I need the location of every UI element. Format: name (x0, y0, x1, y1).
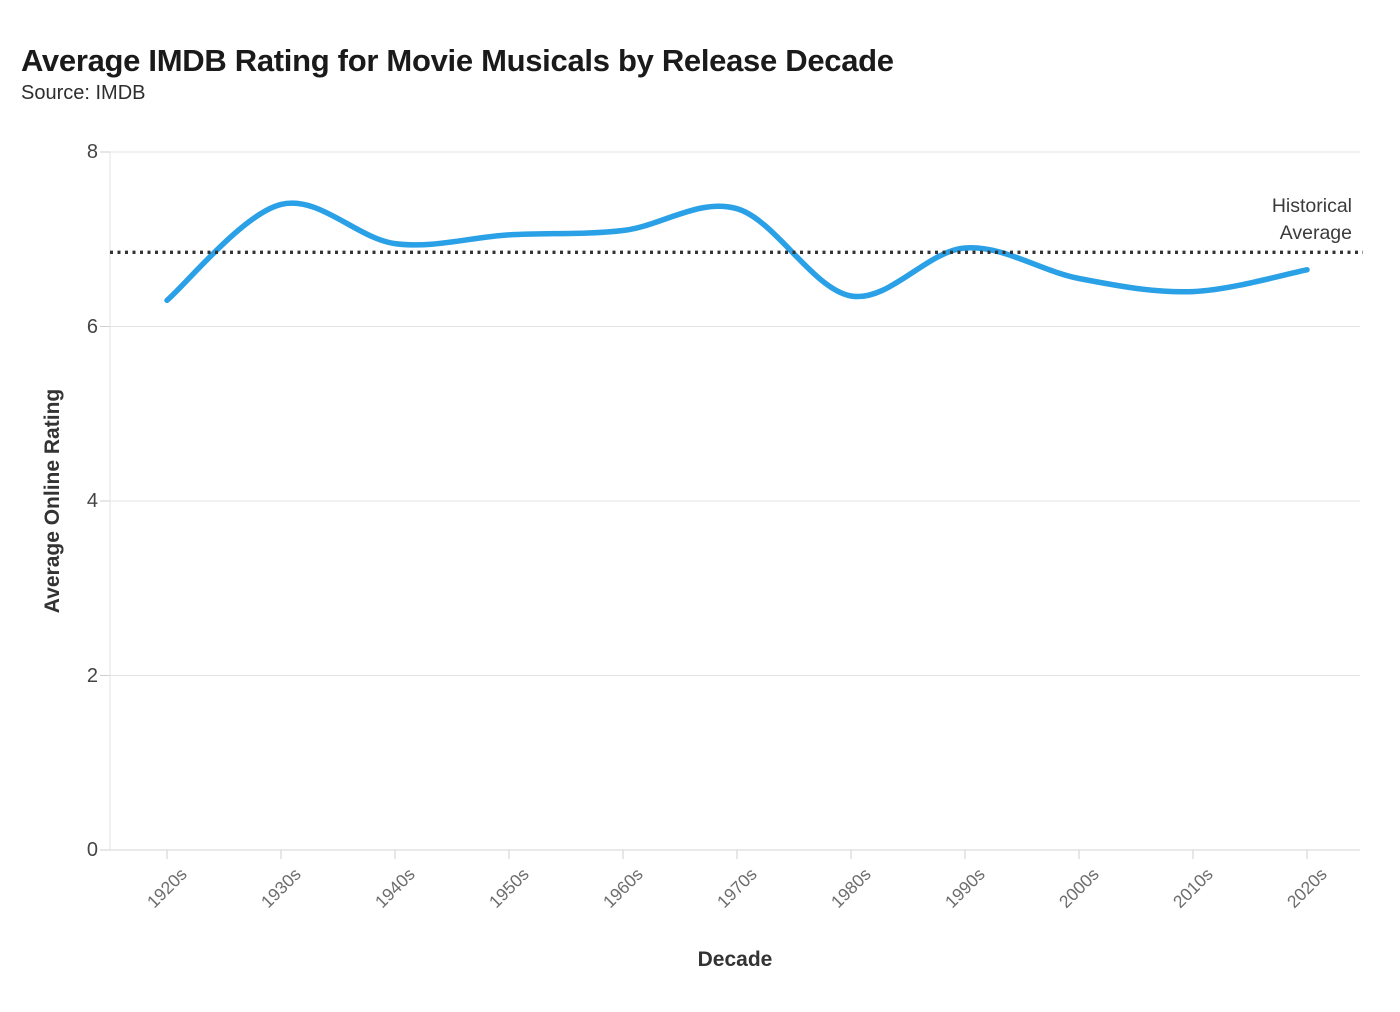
y-tick-label: 2 (86, 664, 98, 687)
y-tick-label: 8 (86, 141, 98, 163)
reference-line-label: Historical Average (1271, 195, 1352, 244)
data-line (164, 200, 1310, 304)
y-tick-label: 0 (86, 839, 98, 861)
y-tick-label: 6 (86, 315, 98, 338)
chart-title: Average IMDB Rating for Movie Musicals b… (21, 42, 894, 78)
chart-source: Source: IMDB (21, 82, 146, 104)
y-axis-title: Average Online Rating (41, 388, 64, 614)
x-axis-title: Decade (697, 948, 773, 971)
y-tick-label: 4 (86, 490, 98, 512)
